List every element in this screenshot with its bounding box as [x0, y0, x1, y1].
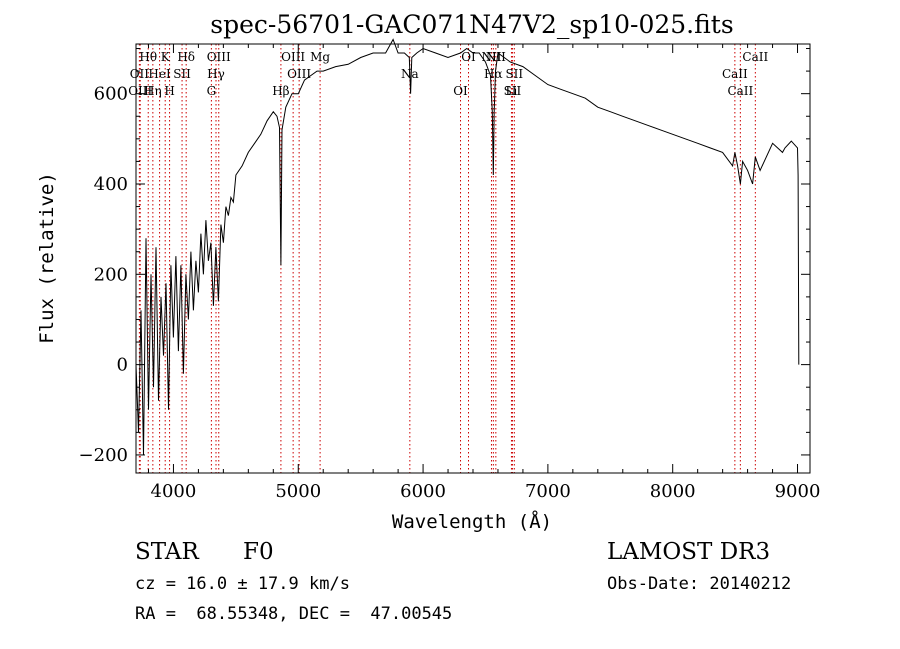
ra-dec-coordinates: RA = 68.55348, DEC = 47.00545 [135, 604, 453, 624]
y-axis-label: Flux (relative) [36, 172, 58, 344]
line-label: Li [506, 84, 518, 98]
y-tick-label: 0 [117, 355, 128, 376]
redshift-cz: cz = 16.0 ± 17.9 km/s [135, 574, 350, 594]
object-subclass: F0 [243, 539, 274, 565]
line-label: Hβ [272, 84, 289, 98]
line-label: SII [173, 67, 191, 81]
line-label-layer: Hθ OII OIII K HeI Hη Hδ SII H OIII Hγ G OIII OIII Hβ Mg… [128, 50, 768, 98]
x-tick-label: 4000 [151, 481, 197, 502]
line-label: HeI [148, 67, 171, 81]
y-tick-label: 600 [94, 84, 128, 105]
line-label: OIII [207, 50, 231, 64]
axis-tick-labels: 4000 5000 6000 7000 8000 9000 −200 0 200 400 600 [79, 84, 821, 502]
chart-title: spec-56701-GAC071N47V2_sp10-025.fits [210, 10, 733, 39]
spectrum-line [135, 38, 800, 455]
line-label: Hγ [207, 67, 225, 81]
line-label: OIII [281, 50, 305, 64]
line-label: OIII [128, 84, 152, 98]
line-label: OIII [287, 67, 311, 81]
line-label: Hη [144, 84, 162, 98]
x-tick-label: 9000 [775, 481, 821, 502]
y-tick-label: 200 [94, 264, 128, 285]
line-label: OII [130, 67, 150, 81]
line-label: OI [461, 50, 476, 64]
line-label: H [164, 84, 174, 98]
x-tick-label: 7000 [525, 481, 571, 502]
line-label: G [207, 84, 217, 98]
line-label: K [161, 50, 171, 64]
line-label: CaII [742, 50, 768, 64]
observation-date: Obs-Date: 20140212 [607, 574, 792, 594]
line-label: Hα [484, 67, 503, 81]
line-label: CaII [722, 67, 748, 81]
x-tick-label: 8000 [650, 481, 696, 502]
object-class: STAR [135, 539, 199, 565]
line-label: Hδ [177, 50, 195, 64]
x-tick-label: 5000 [275, 481, 321, 502]
line-label: SII [504, 84, 522, 98]
line-label: CaII [727, 84, 753, 98]
line-label: NII [481, 50, 501, 64]
x-axis-label: Wavelength (Å) [392, 510, 552, 533]
x-tick-label: 6000 [400, 481, 446, 502]
line-label: Hθ [139, 50, 157, 64]
line-label: OI [453, 84, 468, 98]
line-marker-layer [138, 44, 756, 473]
survey-label: LAMOST DR3 [607, 539, 771, 565]
plot-frame [135, 43, 811, 474]
axis-ticks [136, 44, 810, 473]
line-label: Mg [310, 50, 330, 64]
y-tick-label: −200 [79, 445, 128, 466]
line-label: NII [486, 50, 506, 64]
y-tick-label: 400 [94, 174, 128, 195]
line-label: SII [505, 67, 523, 81]
